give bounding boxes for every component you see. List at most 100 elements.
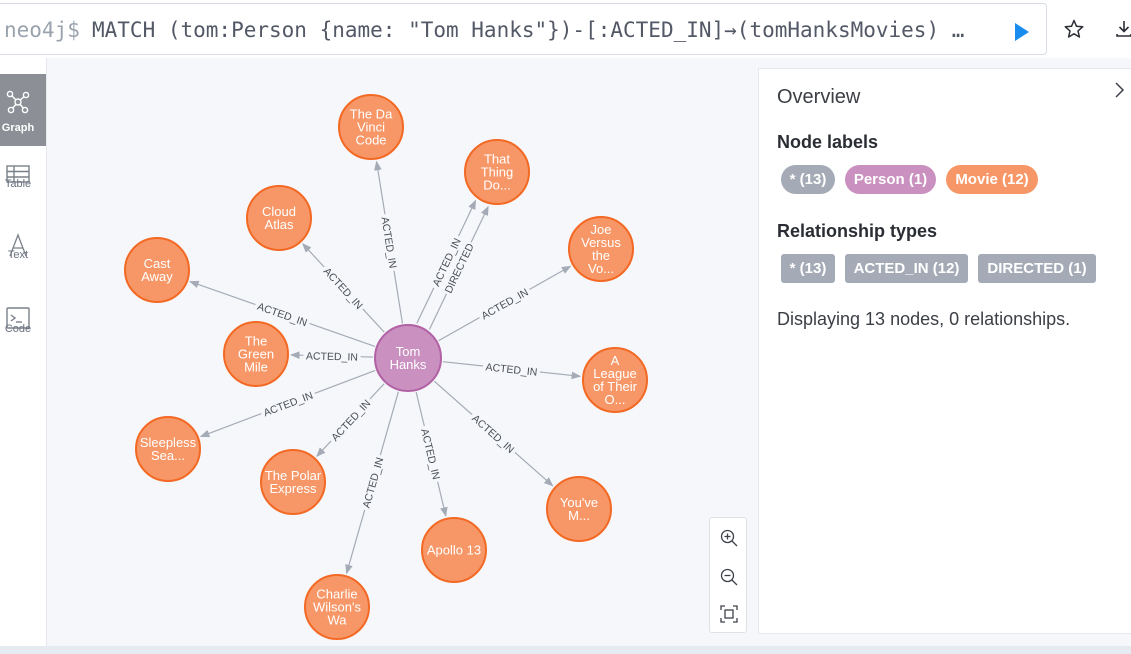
node-label-pill-person[interactable]: Person (1): [845, 165, 936, 194]
relationship-label: ACTED_IN: [418, 428, 442, 481]
node-caption: Versus: [581, 235, 621, 250]
relationship-label-bg: [417, 424, 445, 484]
node-label-pill-movie[interactable]: Movie (12): [946, 165, 1038, 194]
node-caption: Away: [141, 269, 173, 284]
relationship-label-group: ACTED_IN: [467, 409, 520, 458]
play-icon: [1015, 23, 1029, 41]
node-circle: [124, 237, 190, 303]
display-status-text: Displaying 13 nodes, 0 relationships.: [777, 309, 1071, 329]
movie-node[interactable]: ThatThingDo...: [464, 139, 530, 205]
relationship-edge[interactable]: ACTED_IN: [433, 380, 554, 487]
relationship-edge[interactable]: ACTED_IN: [415, 391, 448, 517]
relationship-label-bg: [357, 453, 388, 512]
run-query-button[interactable]: [1010, 20, 1032, 44]
bottom-strip: [0, 646, 1131, 654]
relationship-edge[interactable]: ACTED_IN: [302, 243, 385, 333]
fit-to-screen-button[interactable]: [718, 603, 740, 625]
relationship-edge[interactable]: ACTED_IN: [442, 359, 582, 380]
relationship-label-group: ACTED_IN: [482, 359, 541, 379]
relationship-label: ACTED_IN: [469, 413, 516, 456]
zoom-out-button[interactable]: [718, 566, 740, 588]
node-circle: [568, 216, 634, 282]
graph-visualization[interactable]: ACTED_IN ACTED_INDIRECTEDACTED_INACTED_IN…: [47, 58, 757, 646]
mode-text-button[interactable]: Text: [0, 218, 46, 290]
node-caption: Charlie: [316, 587, 357, 602]
download-button[interactable]: [1113, 18, 1131, 40]
node-caption: Do...: [483, 178, 510, 193]
relationship-label-bg: [482, 359, 541, 379]
relationship-label-group: ACTED_IN: [318, 262, 369, 314]
relationship-type-tag-directed[interactable]: DIRECTED (1): [978, 254, 1096, 283]
node-caption: That: [484, 152, 510, 167]
relationship-label-bg: [325, 394, 376, 446]
relationship-label-group: ACTED_IN: [378, 213, 401, 272]
node-labels-heading: Node labels: [777, 132, 879, 152]
cypher-editor[interactable]: neo4j$ MATCH (tom:Person {name: "Tom Han…: [0, 3, 1047, 55]
relationship-label: ACTED_IN: [378, 216, 398, 269]
relationship-type-tag-all[interactable]: * (13): [781, 254, 835, 283]
node-circle: [582, 347, 648, 413]
query-text[interactable]: MATCH (tom:Person {name: "Tom Hanks"})-[…: [92, 18, 965, 42]
node-caption: Vinci: [357, 120, 385, 135]
node-caption: You've: [560, 495, 598, 510]
node-caption: Vo...: [588, 261, 614, 276]
movie-node[interactable]: You'veM...: [546, 476, 612, 542]
relationship-label: ACTED_IN: [361, 456, 387, 509]
relationship-label-bg: [253, 297, 312, 331]
relationship-type-tag-acted-in[interactable]: ACTED_IN (12): [845, 254, 968, 283]
node-caption: Hanks: [390, 357, 427, 372]
relationship-label: ACTED_IN: [321, 266, 365, 312]
view-mode-sidebar: Graph Table Text Code: [0, 58, 47, 646]
text-icon: [9, 233, 27, 257]
node-caption: Thing: [481, 165, 514, 180]
relationship-label-bg: [476, 283, 533, 324]
node-circle: [421, 517, 487, 583]
node-caption: The Polar: [265, 468, 322, 483]
relationship-label-group: ACTED_IN: [325, 394, 376, 446]
overview-panel: Overview Node labels * (13) Person (1) M…: [758, 68, 1131, 634]
node-caption: Joe: [591, 222, 612, 237]
relationship-label-bg: [378, 213, 401, 272]
node-caption: League: [593, 366, 636, 381]
relationship-label: ACTED_IN: [262, 390, 315, 420]
node-caption: Sea...: [151, 448, 185, 463]
node-caption: Mile: [244, 360, 268, 375]
relationship-edge[interactable]: ACTED_IN: [290, 348, 374, 364]
node-caption: Tom: [396, 344, 421, 359]
relationship-label-bg: [303, 348, 361, 364]
relationship-label-bg: [427, 233, 465, 291]
relationship-label: ACTED_IN: [306, 350, 358, 363]
movie-node[interactable]: JoeVersustheVo...: [568, 216, 634, 282]
mode-graph-button[interactable]: Graph: [0, 74, 46, 146]
movie-node[interactable]: Apollo 13: [421, 517, 487, 583]
relationship-label: ACTED_IN: [329, 398, 373, 444]
node-caption: Green: [238, 347, 274, 362]
node-caption: Wa: [327, 613, 347, 628]
node-caption: Atlas: [265, 217, 294, 232]
graph-canvas[interactable]: ACTED_IN ACTED_IN DIRECTED ACTED_IN ACTED_IN…: [47, 58, 757, 646]
node-circle: [304, 574, 370, 640]
mode-code-button[interactable]: Code: [0, 290, 46, 362]
node-circle: [246, 185, 312, 251]
node-label-pill-all[interactable]: * (13): [781, 165, 835, 194]
collapse-panel-button[interactable]: [1111, 79, 1129, 101]
relationship-label-group: ACTED_IN: [417, 424, 445, 484]
relationship-edge[interactable]: ACTED_IN: [374, 160, 404, 324]
zoom-in-button[interactable]: [718, 527, 740, 549]
node-caption: of Their: [593, 379, 638, 394]
node-circle: [135, 416, 201, 482]
node-caption: M...: [568, 508, 590, 523]
movie-node[interactable]: SleeplessSea...: [135, 416, 201, 482]
favorite-button[interactable]: [1063, 18, 1085, 40]
mode-table-button[interactable]: Table: [0, 146, 46, 218]
relationship-edge[interactable]: ACTED_IN: [316, 383, 385, 458]
